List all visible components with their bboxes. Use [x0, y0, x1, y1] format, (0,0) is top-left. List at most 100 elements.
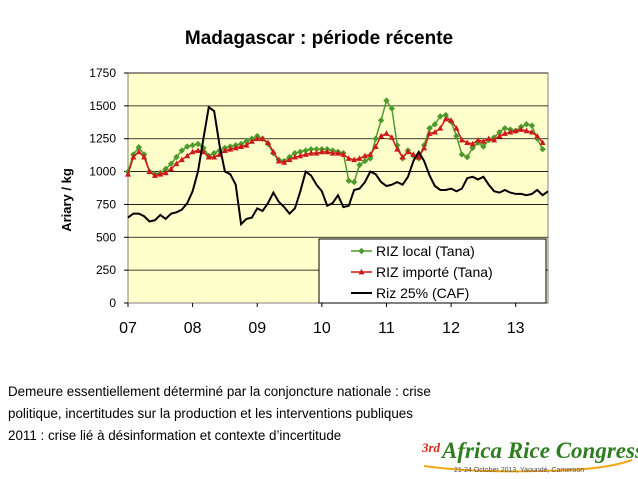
data-point	[383, 130, 390, 136]
chart-title: Madagascar : période récente	[184, 28, 454, 49]
data-point	[146, 168, 153, 174]
data-point	[512, 127, 519, 134]
data-point	[415, 153, 422, 160]
y-tick-label: 1000	[89, 165, 116, 179]
data-point	[475, 136, 482, 143]
data-point	[539, 139, 546, 146]
data-point	[205, 153, 212, 160]
data-point	[335, 149, 341, 156]
y-tick-label: 750	[96, 197, 116, 211]
data-point	[297, 148, 304, 156]
data-point	[431, 128, 438, 135]
data-point	[168, 165, 175, 172]
legend-label: RIZ local (Tana)	[376, 243, 475, 259]
data-point	[399, 153, 406, 160]
data-point	[442, 115, 449, 122]
y-tick-label: 1750	[89, 66, 116, 80]
data-point	[464, 139, 471, 146]
data-point	[318, 148, 325, 155]
data-point	[189, 148, 196, 155]
data-point	[313, 146, 320, 153]
data-point	[345, 155, 352, 161]
data-point	[501, 130, 508, 136]
data-point	[324, 148, 331, 155]
logo-text: Africa Rice Congress	[440, 438, 638, 463]
data-point	[426, 130, 433, 136]
series-line-riz-25-caf	[127, 105, 549, 227]
data-point	[431, 121, 439, 128]
legend-label: Riz 25% (CAF)	[376, 285, 469, 301]
data-point	[437, 125, 444, 131]
x-tick-label: 13	[507, 320, 525, 337]
data-point	[227, 146, 234, 152]
data-point	[523, 121, 530, 128]
caption: Demeure essentiellement déterminé par la…	[8, 381, 548, 447]
data-point	[345, 177, 352, 184]
y-tick-label: 1500	[89, 99, 116, 113]
data-point	[361, 152, 368, 159]
data-point	[173, 153, 180, 161]
data-point	[448, 117, 455, 123]
data-point	[377, 117, 385, 124]
data-point	[329, 149, 336, 156]
data-point	[372, 135, 379, 142]
y-tick-label: 500	[96, 230, 116, 244]
data-point	[167, 160, 175, 167]
data-point	[388, 134, 395, 140]
data-point	[178, 156, 185, 163]
data-point	[265, 139, 272, 146]
data-point	[458, 136, 465, 143]
data-point	[141, 153, 148, 160]
data-point	[378, 132, 385, 139]
y-axis-label: Ariary / kg	[59, 168, 74, 232]
data-point	[383, 97, 390, 104]
data-point	[534, 132, 541, 139]
data-point	[270, 148, 277, 155]
data-point	[302, 151, 309, 157]
y-tick-label: 1250	[89, 132, 116, 146]
data-point	[184, 143, 191, 150]
data-point	[358, 268, 365, 275]
data-point	[308, 149, 315, 156]
data-point	[388, 105, 396, 112]
y-tick-label: 250	[96, 263, 116, 277]
logo-ordinal: 3rd	[421, 440, 441, 455]
data-point	[313, 149, 320, 156]
data-point	[539, 146, 546, 153]
data-point	[243, 142, 250, 148]
data-point	[135, 144, 142, 151]
data-point	[238, 143, 245, 149]
data-point	[351, 156, 358, 163]
data-point	[501, 125, 509, 132]
data-point	[442, 111, 449, 119]
x-tick-label: 09	[248, 320, 266, 337]
data-point	[356, 155, 363, 161]
data-point	[340, 151, 347, 157]
data-point	[453, 125, 460, 131]
line-chart: 0 250 500 750 1000 1250 1500 1750 07 08 09 10 11 12 13…	[59, 66, 549, 337]
logo-swoosh	[423, 459, 633, 473]
caption-line: Demeure essentiellement déterminé par la…	[8, 384, 431, 399]
data-point	[173, 160, 180, 167]
data-point	[485, 135, 492, 142]
data-point	[394, 146, 401, 152]
data-point	[367, 151, 374, 157]
data-point	[232, 144, 239, 151]
data-point	[194, 140, 202, 148]
data-point	[291, 149, 299, 157]
x-tick-label: 07	[119, 320, 137, 337]
data-point	[297, 152, 304, 159]
data-point	[372, 143, 379, 149]
data-point	[518, 126, 525, 132]
data-point	[211, 153, 218, 160]
data-point	[453, 132, 460, 140]
data-point	[302, 147, 309, 154]
data-point	[189, 142, 196, 149]
data-point	[130, 153, 137, 160]
data-point	[135, 148, 142, 155]
data-point	[162, 165, 169, 173]
data-point	[291, 153, 298, 160]
data-point	[437, 113, 444, 120]
data-point	[410, 151, 417, 157]
